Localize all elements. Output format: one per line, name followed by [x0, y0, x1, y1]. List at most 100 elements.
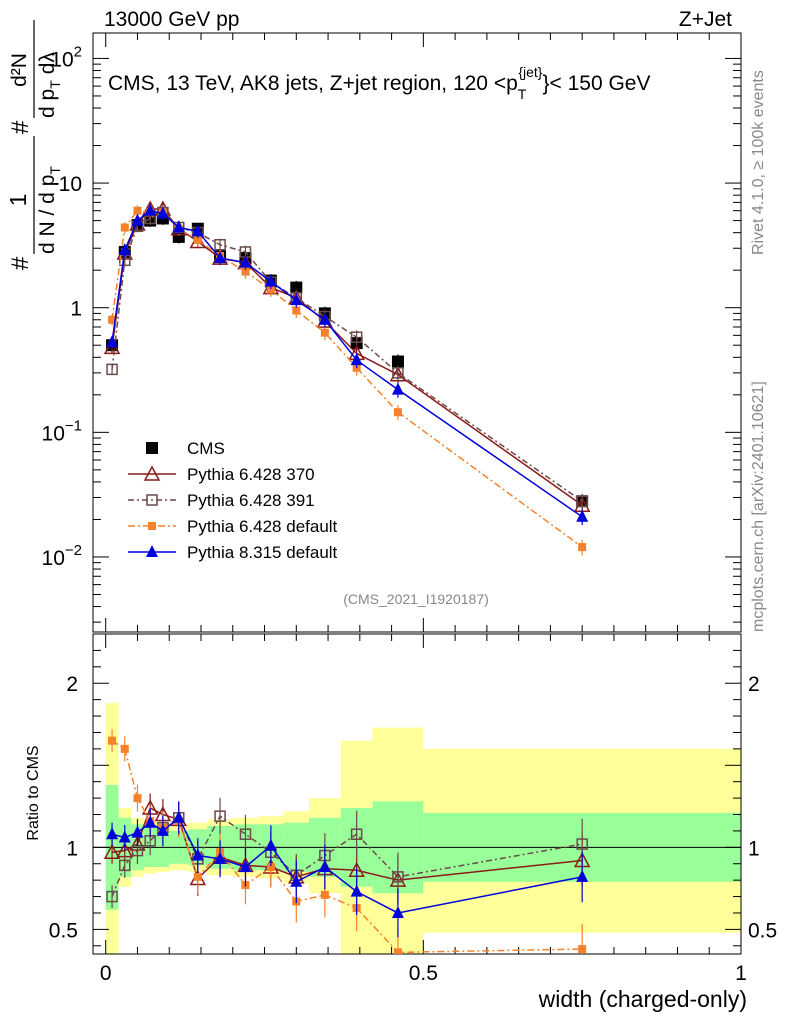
ratio-point-p8	[191, 848, 204, 861]
legend-label: Pythia 6.428 default	[187, 517, 338, 536]
ratio-tick-labels: 2 2 1 1 0.5 0.5	[49, 673, 777, 942]
data-point-p391	[576, 495, 588, 507]
rivet-version-label: Rivet 4.1.0, ≥ 100k events	[750, 70, 767, 255]
ratio-point-p6def	[320, 890, 329, 899]
data-point-p8	[191, 224, 204, 237]
ratio-tick-label-right: 0.5	[748, 919, 777, 942]
y-tick-label: 10−2	[42, 542, 82, 570]
ratio-axis-label: Ratio to CMS	[25, 745, 42, 840]
series-line-p8	[111, 209, 583, 518]
ratio-point-p6def	[266, 863, 275, 872]
y-tick-label: 10−1	[42, 417, 82, 445]
legend-label: Pythia 6.428 370	[187, 465, 315, 484]
data-point-p391	[214, 238, 226, 251]
x-tick-labels: 0 0.5 1	[100, 962, 747, 985]
analysis-tag: (CMS_2021_I1920187)	[343, 591, 489, 607]
ratio-point-p8	[290, 874, 303, 887]
ratio-point-p391	[106, 890, 118, 903]
ratio-point-p6def	[133, 794, 142, 803]
data-point-p8	[214, 251, 227, 264]
ratio-tick-label-left: 1	[66, 837, 78, 860]
data-point-p391	[392, 367, 404, 379]
data-point-p6def	[320, 328, 329, 337]
main-plot-frame	[92, 32, 742, 633]
ratio-point-p8	[214, 851, 227, 864]
data-point-p391	[350, 331, 363, 343]
data-point-p8	[156, 206, 169, 219]
ratio-point-p8	[144, 815, 157, 828]
ratio-point-p6def	[108, 736, 117, 745]
data-point-p6def	[266, 285, 275, 294]
data-point-p8	[391, 382, 404, 395]
svg-text:d²N: d²N	[8, 53, 31, 87]
svg-text:d N / d pT: d N / d pT	[36, 166, 63, 254]
header-left-label: 13000 GeV pp	[104, 8, 239, 31]
ratio-point-p391	[576, 838, 588, 850]
x-tick-label: 1	[735, 962, 747, 985]
data-point-cms	[391, 355, 404, 368]
series-line-p6def	[111, 209, 583, 548]
ratio-point-p8	[172, 810, 185, 823]
ratio-series-group	[103, 729, 591, 954]
ratio-point-p391	[239, 828, 252, 840]
ratio-point-p391	[214, 810, 226, 822]
x-tick-label: 0.5	[409, 962, 438, 985]
data-point-cms	[290, 281, 303, 294]
y-axis-label: # 1 d N / d pT # d²N d pTdλ	[5, 20, 63, 270]
ratio-point-p391	[350, 828, 363, 840]
legend-marker-p6def	[148, 522, 156, 530]
ratio-tick-label-left: 0.5	[49, 919, 78, 942]
data-point-p8	[239, 255, 252, 268]
data-point-p8	[576, 509, 589, 522]
data-point-p8	[264, 274, 277, 287]
svg-text:#: #	[7, 256, 34, 270]
x-axis-label: width (charged-only)	[538, 986, 747, 1012]
data-point-p6def	[393, 408, 402, 417]
ratio-point-p8	[391, 905, 404, 918]
series-line-p391	[111, 211, 583, 502]
data-point-p8	[350, 353, 363, 366]
ratio-point-p8	[264, 838, 277, 851]
ratio-point-p8	[350, 884, 363, 897]
legend-label: CMS	[187, 439, 225, 458]
data-point-p8	[106, 335, 119, 348]
legend: CMS Pythia 6.428 370 Pythia 6.428 391 Pythi…	[128, 439, 338, 562]
ratio-point-p6def	[393, 948, 402, 954]
ratio-point-p8	[576, 869, 589, 882]
data-point-p6def	[193, 235, 202, 244]
data-point-p6def	[241, 267, 250, 276]
y-tick-label: 1	[70, 298, 82, 321]
ratio-point-p8	[131, 825, 144, 838]
ratio-tick-label-left: 2	[66, 673, 78, 696]
ratio-point-p391	[392, 871, 404, 883]
data-point-cms	[172, 230, 185, 243]
legend-label: Pythia 6.428 391	[187, 491, 315, 510]
data-point-p6def	[120, 223, 129, 232]
legend-marker-p370	[143, 465, 161, 481]
legend-label: Pythia 8.315 default	[187, 543, 338, 562]
ratio-point-p370	[103, 843, 121, 860]
axis-ticks	[93, 33, 742, 954]
y-tick-labels: 102 10 1 10−1 10−2	[42, 43, 82, 570]
svg-text:#: #	[7, 120, 34, 134]
ratio-plot-frame	[92, 633, 742, 955]
y-tick-label: 102	[50, 43, 82, 71]
mcplots-label: mcplots.cern.ch [arXiv:2401.10621]	[750, 381, 767, 632]
legend-marker-p391	[146, 494, 158, 506]
ratio-point-p6def	[578, 945, 587, 954]
ratio-point-p8	[239, 860, 252, 873]
legend-marker-p8	[146, 545, 158, 557]
ratio-tick-label-right: 1	[748, 837, 760, 860]
data-point-p8	[131, 213, 144, 226]
data-point-p6def	[292, 306, 301, 315]
data-point-p8	[118, 243, 131, 256]
x-tick-label: 0	[100, 962, 112, 985]
chart-title: CMS, 13 TeV, AK8 jets, Z+jet region, 120…	[108, 64, 650, 102]
data-point-p6def	[108, 315, 117, 324]
ratio-point-p6def	[193, 872, 202, 881]
ratio-point-p8	[106, 827, 119, 840]
ratio-point-p8	[318, 860, 331, 873]
ratio-point-p8	[118, 830, 131, 843]
ratio-point-p391	[119, 859, 131, 872]
